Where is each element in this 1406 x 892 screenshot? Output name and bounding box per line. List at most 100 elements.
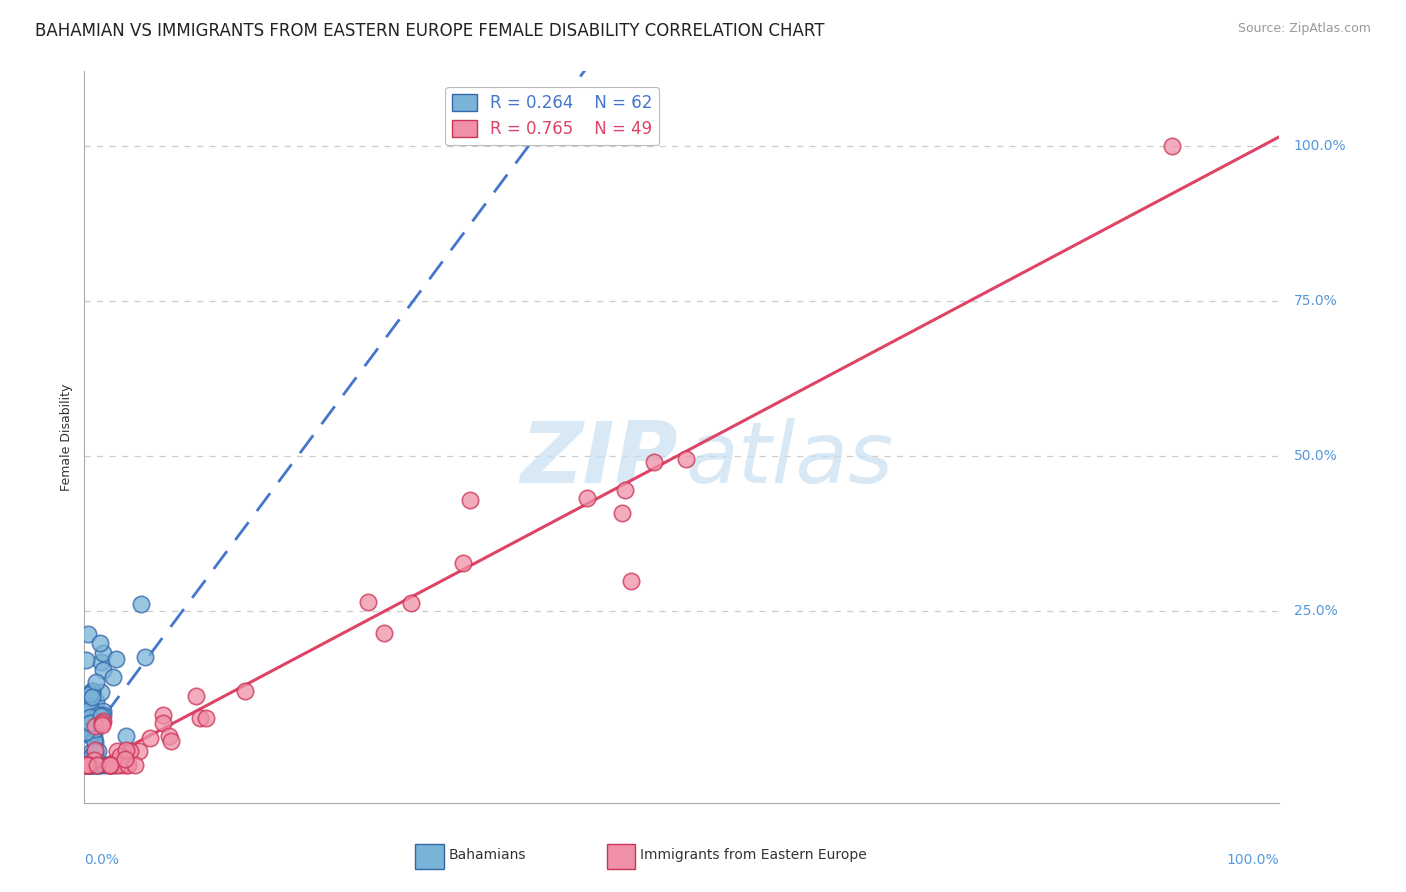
Point	[87, 758, 110, 772]
Point	[103, 758, 125, 772]
Point	[77, 692, 100, 706]
Point	[100, 758, 122, 772]
Point	[613, 483, 636, 498]
Point	[75, 758, 97, 772]
Point	[84, 747, 107, 761]
Point	[82, 713, 104, 727]
Point	[86, 758, 108, 772]
Point	[91, 708, 114, 723]
Point	[83, 730, 105, 744]
Point	[612, 507, 634, 521]
Point	[84, 719, 107, 733]
Point	[105, 651, 128, 665]
Point	[643, 454, 665, 468]
Point	[152, 707, 174, 722]
Point	[82, 758, 104, 772]
Point	[84, 674, 107, 689]
Point	[91, 704, 114, 718]
Point	[105, 758, 128, 772]
Point	[87, 758, 110, 772]
Point	[84, 735, 107, 749]
Point	[91, 714, 114, 728]
Point	[195, 711, 218, 725]
Point	[114, 747, 136, 761]
Point	[118, 744, 141, 758]
Point	[157, 729, 180, 743]
Point	[117, 758, 139, 772]
Point	[82, 726, 104, 740]
Point	[87, 755, 110, 769]
Point	[76, 758, 98, 772]
Text: Bahamians: Bahamians	[449, 848, 526, 863]
Point	[82, 748, 104, 763]
Point	[458, 493, 481, 508]
Point	[103, 670, 125, 684]
Point	[124, 758, 146, 772]
Point	[79, 758, 101, 772]
Point	[77, 627, 100, 641]
Point	[90, 655, 112, 669]
Point	[76, 758, 98, 772]
Point	[98, 758, 121, 772]
Point	[83, 732, 105, 747]
Point	[620, 574, 643, 588]
Point	[82, 683, 104, 698]
Point	[576, 491, 599, 505]
Point	[100, 758, 122, 772]
Point	[80, 745, 103, 759]
Point	[399, 596, 422, 610]
Point	[77, 758, 100, 772]
Point	[114, 752, 136, 766]
Point	[80, 758, 103, 772]
Point	[75, 758, 97, 772]
Point	[83, 758, 105, 772]
Point	[152, 716, 174, 731]
Point	[75, 758, 97, 772]
Point	[98, 758, 121, 772]
Point	[675, 451, 697, 466]
Bar	[606, 844, 636, 869]
Point	[129, 597, 152, 611]
Point	[128, 743, 150, 757]
Point	[90, 685, 112, 699]
Legend: R = 0.264    N = 62, R = 0.765    N = 49: R = 0.264 N = 62, R = 0.765 N = 49	[446, 87, 659, 145]
Point	[80, 684, 103, 698]
Text: 100.0%: 100.0%	[1294, 139, 1347, 153]
Point	[90, 708, 112, 723]
Point	[93, 758, 115, 772]
Point	[77, 758, 100, 772]
Text: BAHAMIAN VS IMMIGRANTS FROM EASTERN EUROPE FEMALE DISABILITY CORRELATION CHART: BAHAMIAN VS IMMIGRANTS FROM EASTERN EURO…	[35, 22, 825, 40]
Point	[87, 707, 110, 722]
Point	[110, 758, 132, 772]
Point	[357, 594, 380, 608]
Text: atlas: atlas	[686, 417, 893, 500]
Point	[79, 687, 101, 701]
Point	[83, 743, 105, 757]
Point	[83, 745, 105, 759]
Point	[75, 724, 97, 739]
Point	[76, 758, 98, 772]
Point	[115, 743, 138, 757]
Point	[235, 683, 257, 698]
Point	[188, 711, 211, 725]
Point	[90, 718, 112, 732]
Text: Source: ZipAtlas.com: Source: ZipAtlas.com	[1237, 22, 1371, 36]
Point	[82, 690, 104, 705]
Point	[87, 758, 110, 772]
Point	[86, 744, 108, 758]
Point	[84, 694, 107, 708]
Point	[83, 722, 105, 736]
Text: 100.0%: 100.0%	[1227, 853, 1279, 866]
Point	[91, 663, 114, 677]
Point	[451, 556, 474, 570]
Point	[79, 758, 101, 772]
Text: 75.0%: 75.0%	[1294, 293, 1337, 308]
Point	[108, 748, 131, 763]
Text: ZIP: ZIP	[520, 417, 678, 500]
Bar	[415, 844, 444, 869]
Point	[115, 758, 138, 772]
Point	[82, 726, 104, 740]
Point	[1161, 138, 1184, 153]
Point	[98, 758, 121, 772]
Point	[138, 731, 160, 745]
